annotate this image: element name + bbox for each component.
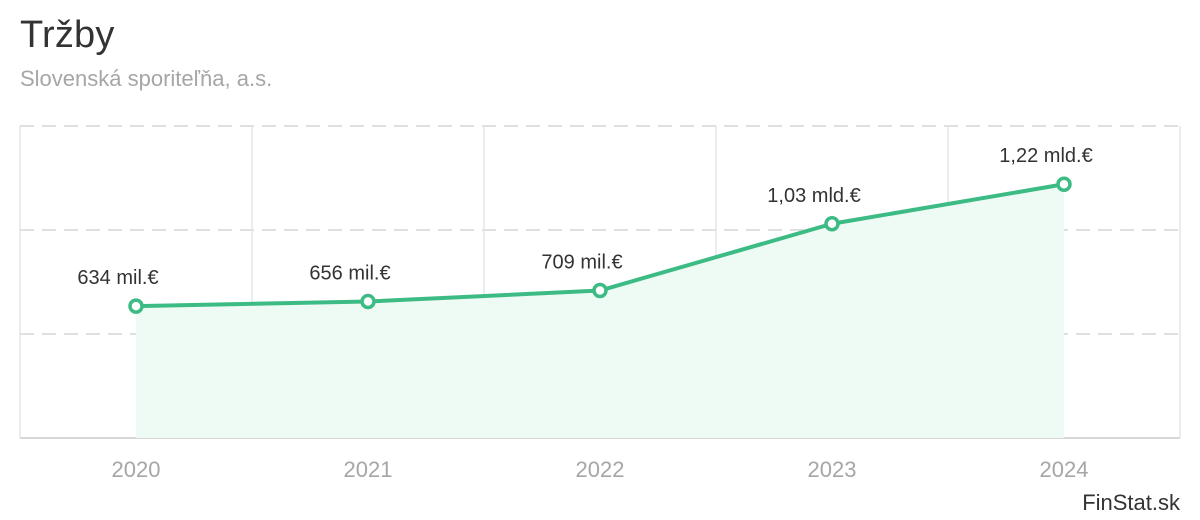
data-label-2023: 1,03 mld.€ (767, 185, 860, 207)
chart-title: Tržby (20, 14, 115, 56)
data-point-2022 (592, 282, 608, 299)
x-tick-label-2022: 2022 (576, 457, 625, 482)
data-point-2024 (1056, 176, 1072, 192)
data-point-2023 (824, 216, 840, 232)
data-label-2022: 709 mil.€ (541, 252, 622, 274)
x-tick-label-2023: 2023 (808, 457, 857, 482)
brand-logo-text[interactable]: FinStat.sk (1082, 490, 1180, 515)
data-label-2021: 656 mil.€ (309, 263, 390, 285)
data-point-2020 (128, 298, 144, 314)
x-tick-label-2024: 2024 (1040, 457, 1089, 482)
data-label-2024: 1,22 mld.€ (999, 145, 1092, 167)
area-fill (136, 184, 1064, 438)
x-axis-ticks: 2020 2021 2022 2023 2024 (112, 457, 1089, 482)
data-label-2020: 634 mil.€ (77, 267, 158, 289)
chart-subtitle: Slovenská sporiteľňa, a.s. (20, 66, 273, 91)
x-tick-label-2020: 2020 (112, 457, 161, 482)
x-tick-label-2021: 2021 (344, 457, 393, 482)
data-point-2021 (360, 293, 376, 310)
data-points (128, 176, 1072, 314)
area-fill-path (136, 184, 1064, 438)
data-labels: 634 mil.€ 656 mil.€ 709 mil.€ 1,03 mld.€ 1,2… (77, 145, 1092, 289)
